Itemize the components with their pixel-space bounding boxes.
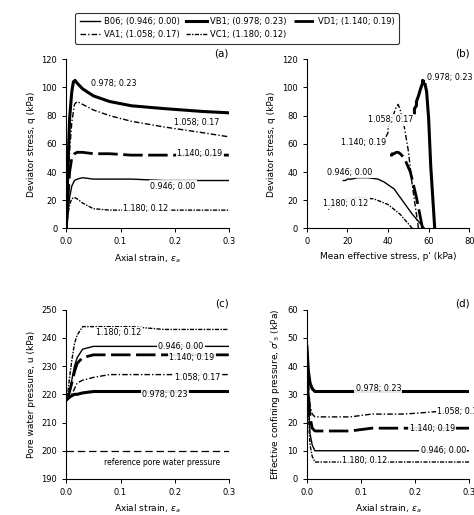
Text: 0.978; 0.23: 0.978; 0.23 xyxy=(91,79,136,88)
Text: 1.058; 0.17: 1.058; 0.17 xyxy=(368,115,413,124)
Text: 1.140; 0.19: 1.140; 0.19 xyxy=(169,353,215,362)
Text: (c): (c) xyxy=(215,299,229,309)
Text: 1.180; 0.12: 1.180; 0.12 xyxy=(342,456,387,465)
Text: 0.946; 0.00: 0.946; 0.00 xyxy=(327,167,373,177)
Y-axis label: Effective confining pressure, $\sigma'_3$ (kPa): Effective confining pressure, $\sigma'_3… xyxy=(269,308,282,480)
Y-axis label: Pore water pressure, u (kPa): Pore water pressure, u (kPa) xyxy=(27,331,36,458)
X-axis label: Axial strain, $\varepsilon_a$: Axial strain, $\varepsilon_a$ xyxy=(114,252,181,265)
Text: 0.978; 0.23: 0.978; 0.23 xyxy=(142,390,188,399)
X-axis label: Axial strain, $\varepsilon_a$: Axial strain, $\varepsilon_a$ xyxy=(355,503,421,515)
Text: 1.180; 0.12: 1.180; 0.12 xyxy=(96,328,141,337)
Text: 1.140; 0.19: 1.140; 0.19 xyxy=(177,149,223,158)
Text: (b): (b) xyxy=(455,48,469,58)
Text: reference pore water pressure: reference pore water pressure xyxy=(104,458,220,467)
Text: 0.946; 0.00: 0.946; 0.00 xyxy=(158,342,204,351)
Text: 0.946; 0.00: 0.946; 0.00 xyxy=(420,446,466,455)
Legend: B06; (0.946; 0.00), VA1; (1.058; 0.17), VB1; (0.978; 0.23), VC1; (1.180; 0.12), : B06; (0.946; 0.00), VA1; (1.058; 0.17), … xyxy=(75,13,399,44)
Text: 1.140; 0.19: 1.140; 0.19 xyxy=(341,138,387,147)
Text: 1.140; 0.19: 1.140; 0.19 xyxy=(410,424,455,433)
Text: 1.058; 0.17: 1.058; 0.17 xyxy=(174,373,220,382)
Text: 0.978; 0.23: 0.978; 0.23 xyxy=(427,73,472,82)
X-axis label: Axial strain, $\varepsilon_a$: Axial strain, $\varepsilon_a$ xyxy=(114,503,181,515)
Text: 1.180; 0.12: 1.180; 0.12 xyxy=(123,204,168,213)
Y-axis label: Deviator stress, q (kPa): Deviator stress, q (kPa) xyxy=(267,91,276,197)
Text: 0.978; 0.23: 0.978; 0.23 xyxy=(356,384,401,393)
Text: 1.058; 0.17: 1.058; 0.17 xyxy=(437,407,474,416)
Y-axis label: Deviator stress, q (kPa): Deviator stress, q (kPa) xyxy=(27,91,36,197)
Text: 1.058; 0.17: 1.058; 0.17 xyxy=(173,118,219,127)
Text: (a): (a) xyxy=(214,48,229,58)
Text: 0.946; 0.00: 0.946; 0.00 xyxy=(150,182,196,191)
Text: 1.180; 0.12: 1.180; 0.12 xyxy=(323,199,368,208)
X-axis label: Mean effective stress, p' (kPa): Mean effective stress, p' (kPa) xyxy=(320,252,456,261)
Text: (d): (d) xyxy=(455,299,469,309)
